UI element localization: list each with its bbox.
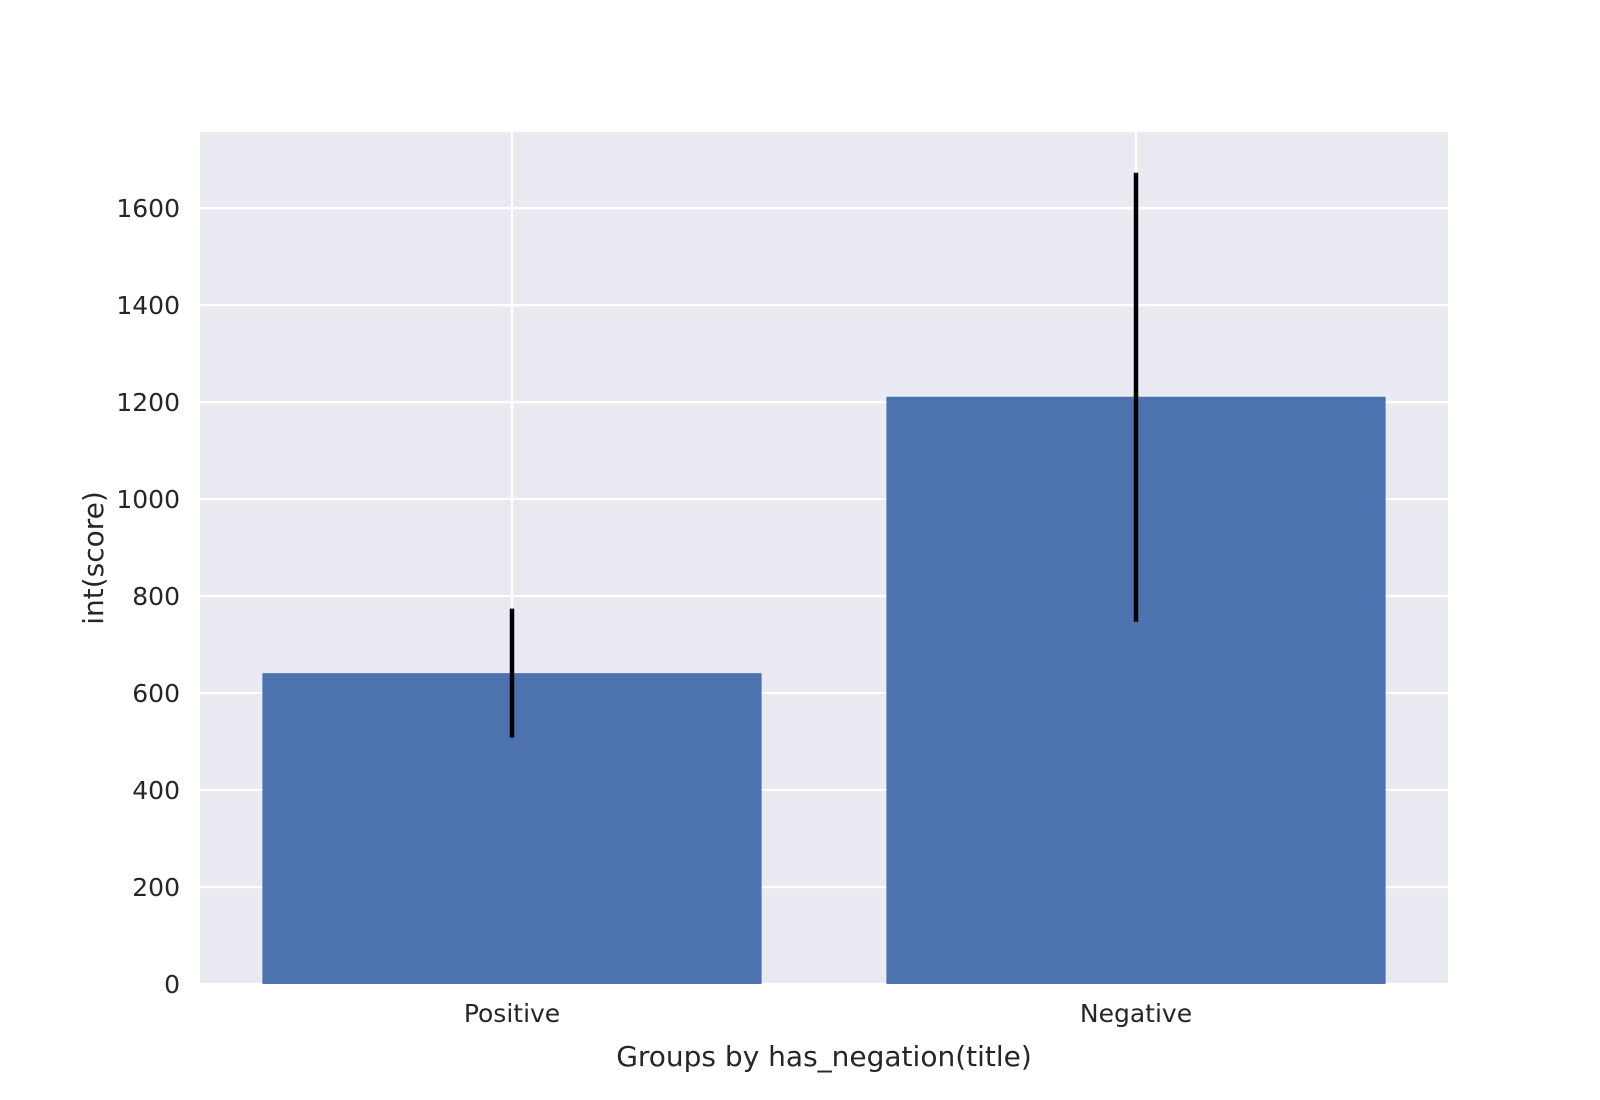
y-axis-ticks: 0 200 400 600 800 1000 1200 1400 1600 — [116, 194, 180, 999]
y-tick-label: 1000 — [116, 485, 180, 514]
x-tick-label: Negative — [1080, 999, 1192, 1028]
y-tick-label: 800 — [132, 582, 180, 611]
y-tick-label: 600 — [132, 679, 180, 708]
error-bars — [509, 172, 1139, 738]
y-tick-label: 1600 — [116, 194, 180, 223]
y-tick-label: 1200 — [116, 388, 180, 417]
x-axis-ticks: Positive Negative — [464, 999, 1192, 1028]
x-axis-title: Groups by has_negation(title) — [616, 1040, 1032, 1073]
x-tick-label: Positive — [464, 999, 560, 1028]
y-tick-label: 1400 — [116, 291, 180, 320]
y-tick-label: 400 — [132, 776, 180, 805]
y-tick-label: 200 — [132, 873, 180, 902]
y-axis-title: int(score) — [77, 491, 110, 625]
y-tick-label: 0 — [164, 970, 180, 999]
